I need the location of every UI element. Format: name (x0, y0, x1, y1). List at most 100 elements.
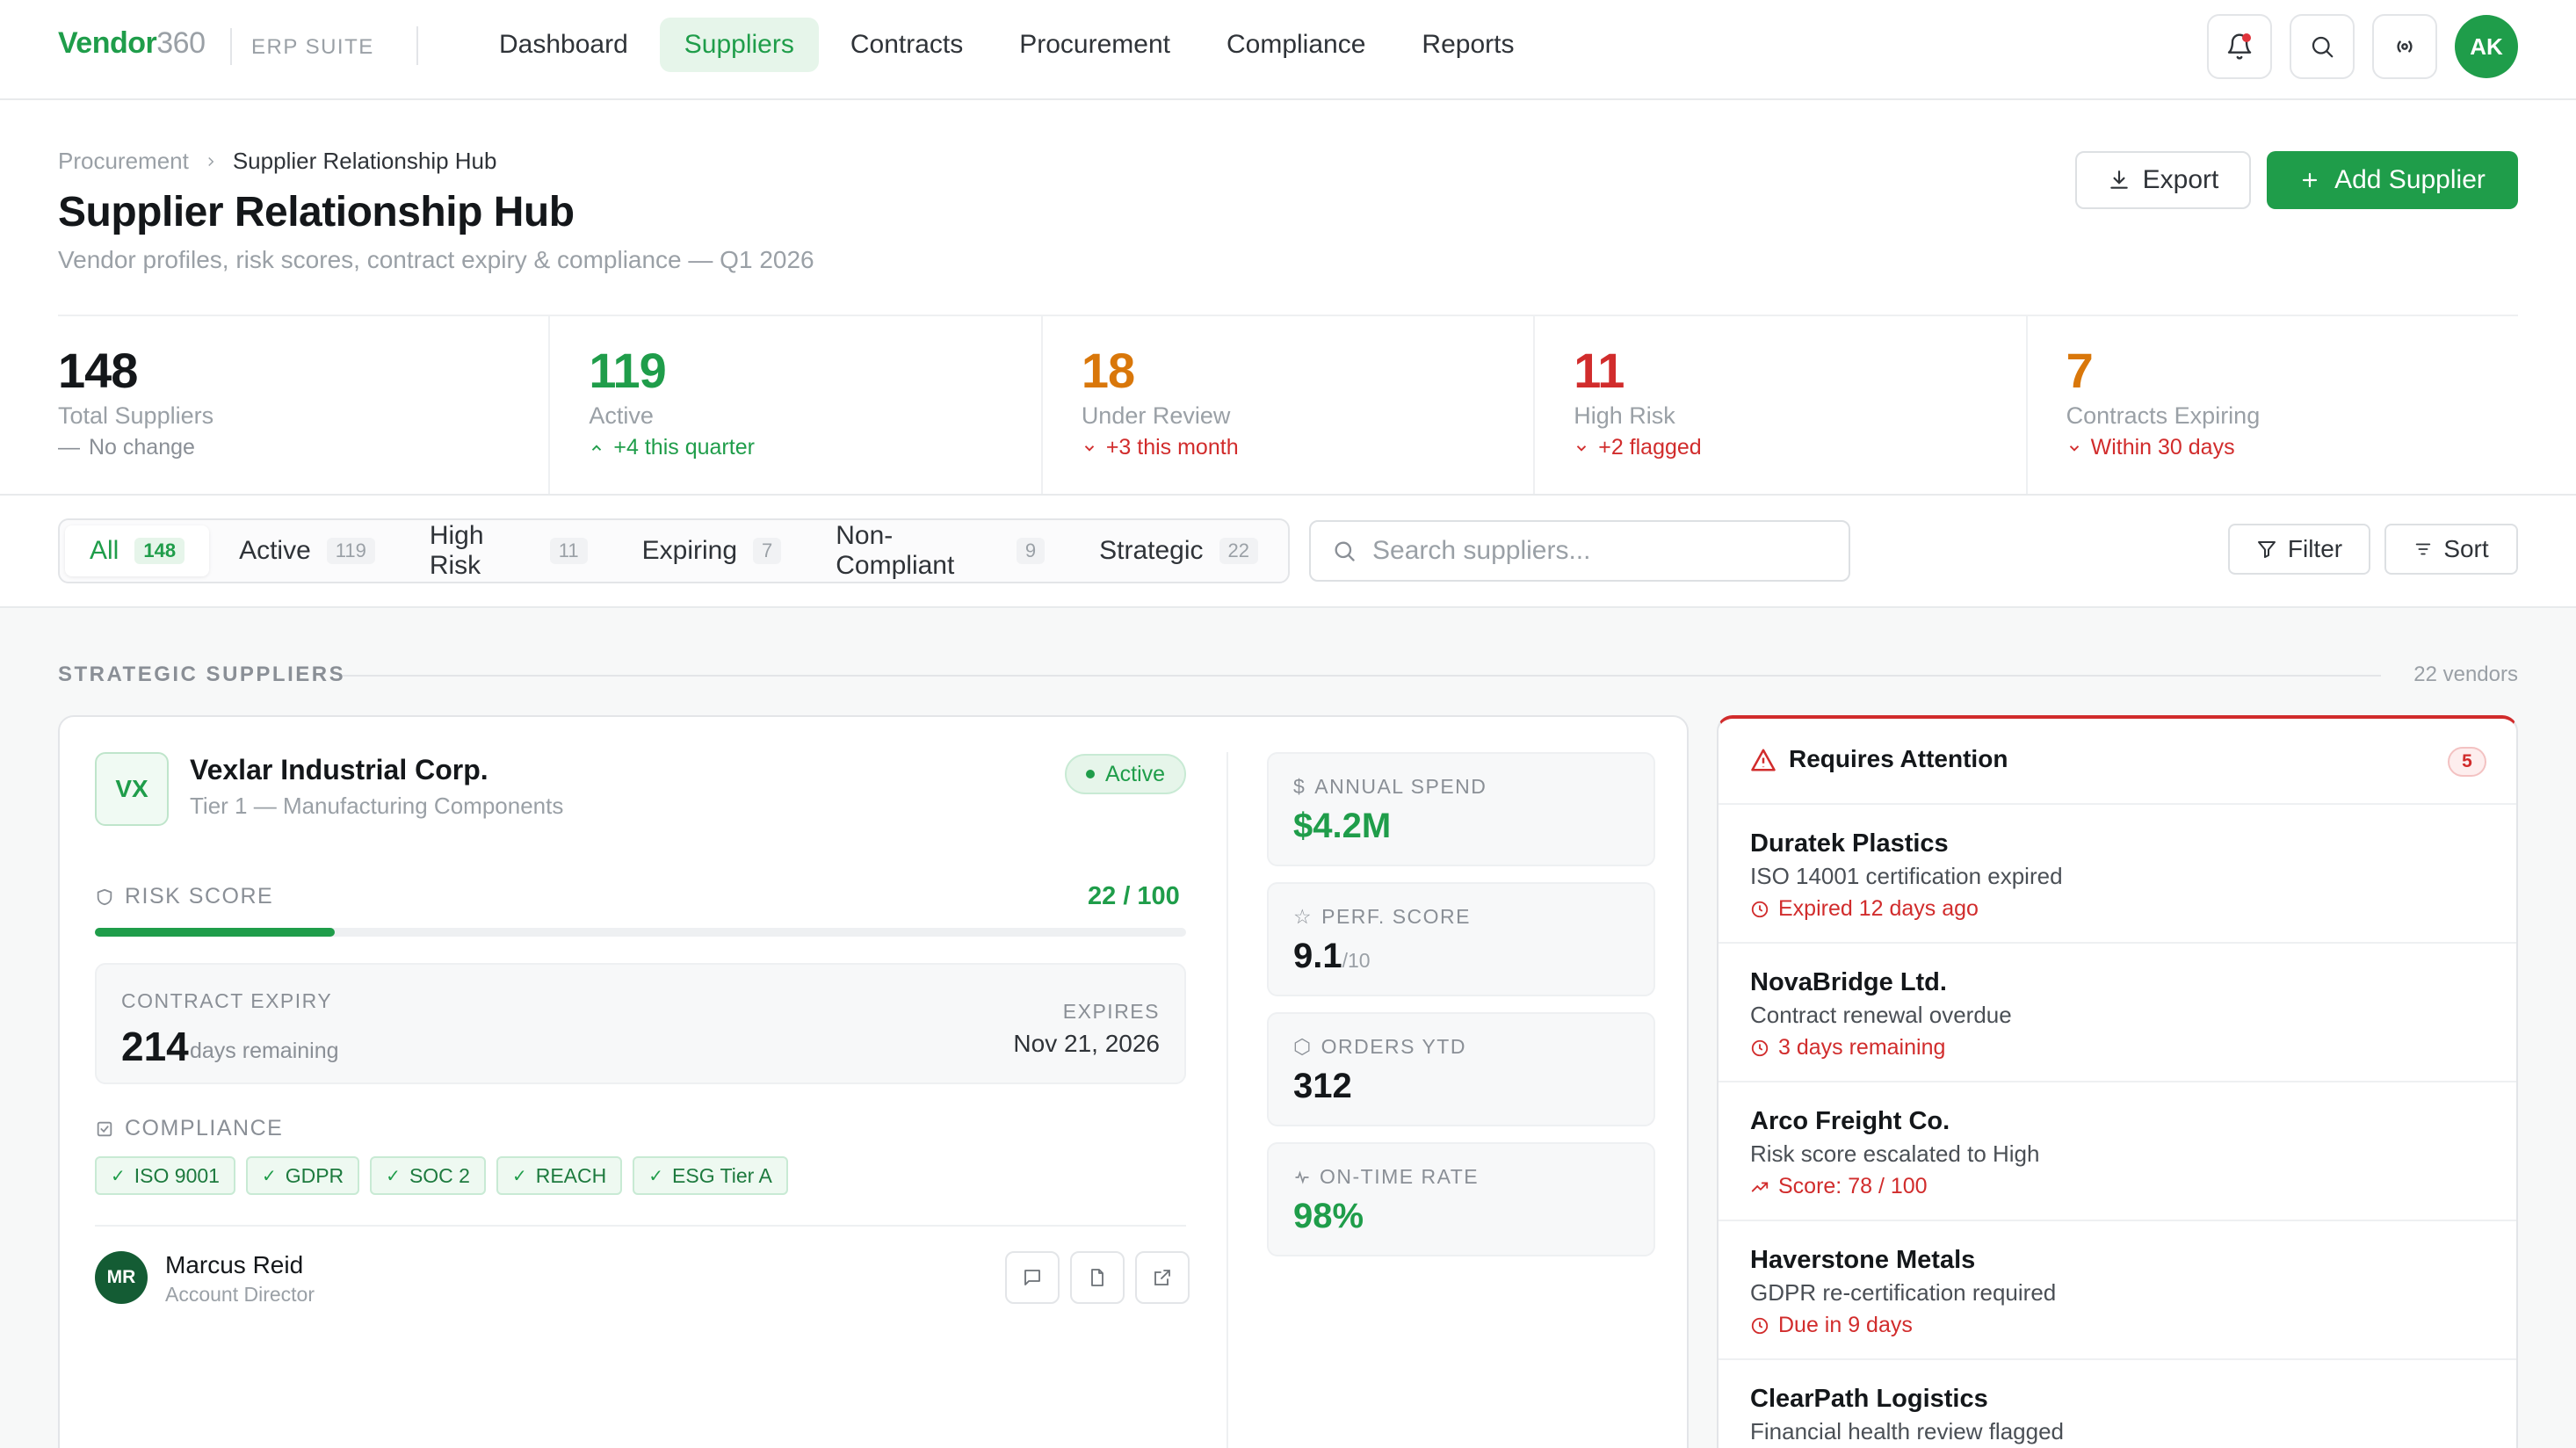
nav-item-contracts[interactable]: Contracts (850, 30, 964, 59)
check-icon: ✓ (511, 1166, 527, 1186)
supplier-name[interactable]: Vexlar Industrial Corp. (190, 754, 488, 786)
supplier-card[interactable]: VX Vexlar Industrial Corp. Tier 1 — Manu… (58, 715, 1689, 1448)
breadcrumb-parent[interactable]: Procurement (58, 148, 189, 174)
clock-icon (1751, 901, 1769, 917)
document-button[interactable] (1070, 1251, 1125, 1304)
export-button[interactable]: Export (2075, 151, 2251, 209)
trend-up-icon (1751, 1182, 1769, 1191)
stat-value: 148 (58, 343, 138, 398)
top-icon-group: AK (2207, 14, 2518, 79)
attention-item-name: ClearPath Logistics (1750, 1385, 1988, 1413)
bell-icon (2227, 33, 2252, 60)
contract-expiry-label: CONTRACT EXPIRY (121, 989, 333, 1012)
status-badge: Active (1065, 754, 1187, 794)
attention-item[interactable]: Duratek Plastics ISO 14001 certification… (1719, 805, 2516, 944)
compliance-chip: ✓ SOC 2 (370, 1156, 486, 1195)
search-input[interactable] (1372, 536, 1829, 566)
attention-item[interactable]: Haverstone Metals GDPR re-certification … (1719, 1221, 2516, 1360)
section-divider (343, 675, 2381, 677)
nav-item-reports[interactable]: Reports (1422, 30, 1515, 59)
tab-all[interactable]: All 148 (65, 525, 210, 576)
stat-value: 18 (1081, 343, 1135, 398)
external-link-icon (1154, 1270, 1170, 1285)
chevron-down-icon (1084, 445, 1094, 452)
export-label: Export (2142, 165, 2219, 194)
stat-label: High Risk (1574, 402, 1675, 429)
sort-icon (2416, 543, 2431, 555)
nav-item-dashboard[interactable]: Dashboard (499, 30, 628, 59)
attention-item-status: Score: 78 / 100 (1750, 1174, 1928, 1199)
page-subtitle: Vendor profiles, risk scores, contract e… (58, 246, 814, 273)
compliance-chip: ✓ ESG Tier A (633, 1156, 788, 1195)
brand-logo[interactable]: Vendor360 (58, 26, 206, 60)
filter-bar: All 148 Active 119 High Risk 11 Expiring 7 N… (0, 494, 2576, 608)
metric-sub: /10 (1342, 949, 1371, 972)
tab-strategic[interactable]: Strategic 22 (1075, 525, 1283, 576)
requires-attention-panel: Requires Attention 5 Duratek Plastics IS… (1717, 715, 2518, 1448)
attention-item[interactable]: ClearPath Logistics Financial health rev… (1719, 1360, 2516, 1448)
compliance-chip: ✓ GDPR (245, 1156, 360, 1195)
breadcrumb: Procurement Supplier Relationship Hub (58, 148, 496, 175)
attention-item-name: Haverstone Metals (1750, 1246, 1976, 1274)
contract-expiry-box: CONTRACT EXPIRY 214 days remaining EXPIR… (95, 963, 1186, 1084)
tab-expiring[interactable]: Expiring 7 (618, 525, 807, 576)
search-icon (1335, 541, 1355, 561)
brand-divider (230, 28, 232, 65)
main-nav: Dashboard Suppliers Contracts Procuremen… (474, 18, 1538, 72)
chevron-down-icon (1577, 445, 1587, 452)
open-external-button[interactable] (1135, 1251, 1190, 1304)
tab-count: 119 (326, 538, 375, 564)
metric-value: $4.2M (1293, 807, 1392, 845)
contact-role: Account Director (165, 1283, 315, 1306)
contact-actions (1005, 1251, 1190, 1304)
tab-non-compliant[interactable]: Non-Compliant 9 (811, 521, 1069, 580)
tab-count: 7 (753, 538, 782, 564)
stat-total: 148 Total Suppliers — No change (58, 316, 551, 494)
status-dot-icon (1086, 770, 1095, 778)
suite-label: ERP SUITE (251, 35, 374, 59)
sort-button[interactable]: Sort (2384, 524, 2518, 575)
stat-under-review: 18 Under Review +3 this month (1043, 316, 1536, 494)
metric-value: 9.1/10 (1293, 937, 1371, 975)
dash-icon: — (58, 435, 80, 460)
contract-days-text: days remaining (190, 1039, 339, 1063)
download-icon (2109, 170, 2128, 189)
attention-item-name: NovaBridge Ltd. (1750, 968, 1947, 996)
attention-item-desc: ISO 14001 certification expired (1750, 863, 2063, 889)
nav-item-procurement[interactable]: Procurement (1019, 30, 1170, 59)
risk-score-label: RISK SCORE (95, 884, 273, 909)
section-count: 22 vendors (2413, 662, 2518, 686)
box-icon: ⬡ (1293, 1035, 1313, 1058)
compliance-chips: ✓ ISO 9001 ✓ GDPR ✓ SOC 2 ✓ REACH ✓ ESG Tier … (95, 1156, 788, 1195)
search-button[interactable] (2290, 14, 2355, 79)
message-button[interactable] (1005, 1251, 1060, 1304)
risk-score-fill (95, 928, 336, 937)
metric-perf-score: ☆ PERF. SCORE 9.1/10 (1267, 882, 1655, 996)
attention-item[interactable]: Arco Freight Co. Risk score escalated to… (1719, 1082, 2516, 1221)
filter-button[interactable]: Filter (2228, 524, 2370, 575)
attention-item-desc: Financial health review flagged (1750, 1418, 2064, 1444)
check-icon: ✓ (386, 1166, 401, 1186)
metric-on-time-rate: ON-TIME RATE 98% (1267, 1142, 1655, 1256)
attention-item-desc: GDPR re-certification required (1750, 1279, 2057, 1306)
stat-contracts-expiring: 7 Contracts Expiring Within 30 days (2028, 316, 2518, 494)
notifications-button[interactable] (2207, 14, 2272, 79)
check-icon: ✓ (261, 1166, 277, 1186)
attention-item[interactable]: NovaBridge Ltd. Contract renewal overdue… (1719, 944, 2516, 1082)
metric-value: 98% (1293, 1197, 1364, 1235)
tab-active[interactable]: Active 119 (214, 525, 400, 576)
contact-avatar: MR (95, 1251, 148, 1304)
notification-dot (2242, 33, 2251, 42)
attention-item-desc: Contract renewal overdue (1750, 1002, 2012, 1028)
contact-name: Marcus Reid (165, 1251, 304, 1278)
nav-divider (416, 26, 418, 65)
user-avatar[interactable]: AK (2455, 15, 2518, 78)
tab-high-risk[interactable]: High Risk 11 (405, 521, 612, 580)
nav-item-suppliers[interactable]: Suppliers (659, 18, 819, 72)
tab-count: 9 (1016, 538, 1046, 564)
add-supplier-button[interactable]: Add Supplier (2267, 151, 2518, 209)
stat-delta: Within 30 days (2066, 435, 2261, 460)
nav-item-compliance[interactable]: Compliance (1226, 30, 1366, 59)
card-vertical-divider (1226, 752, 1228, 1448)
settings-button[interactable] (2372, 14, 2437, 79)
